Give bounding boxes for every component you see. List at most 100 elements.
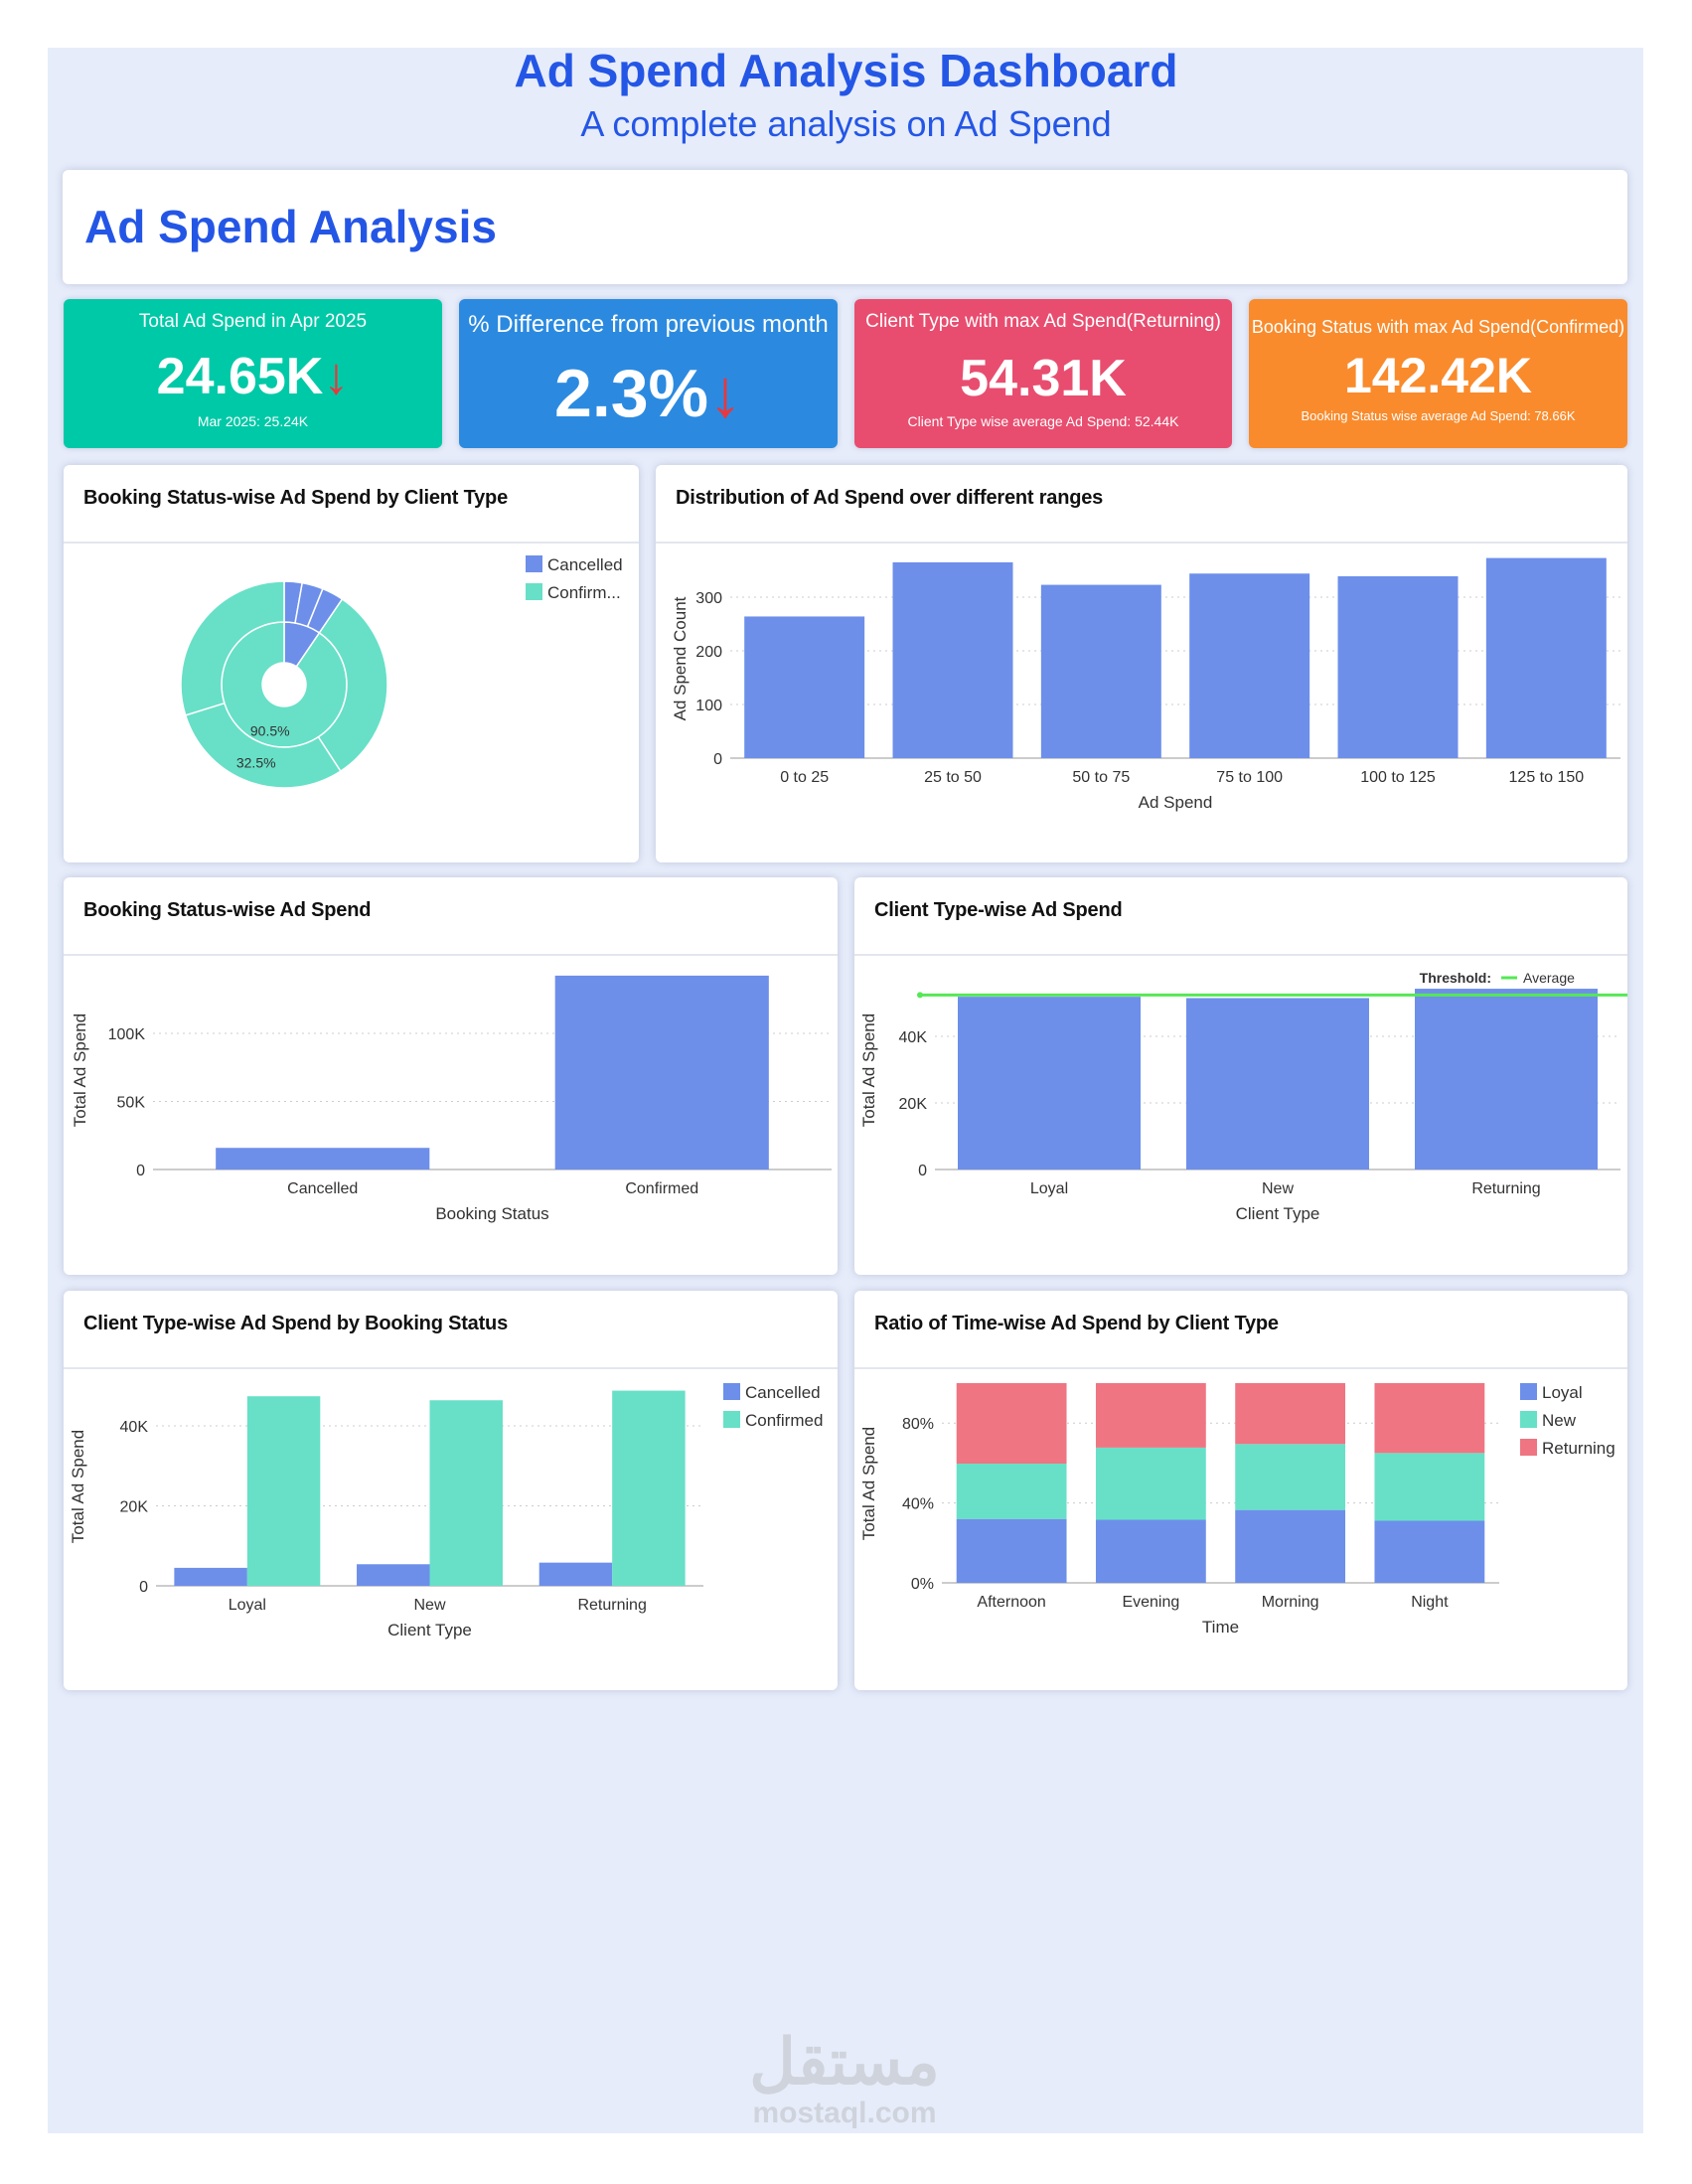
x-tick-label: Returning [1471, 1180, 1540, 1197]
bar [216, 1148, 430, 1170]
chart-card-distribution: 0 100 200 300 0 to 25 25 to 50 50 to 75 75 to 1… [656, 465, 1627, 862]
bar-confirmed [429, 1400, 503, 1586]
divider [854, 1367, 1627, 1369]
y-tick-label: 20K [120, 1499, 149, 1516]
legend-label: Cancelled [745, 1383, 821, 1402]
kpi-booking-status-max: Booking Status with max Ad Spend(Confirm… [1249, 299, 1627, 448]
y-tick-label: 0 [136, 1163, 145, 1179]
bar [1189, 573, 1310, 758]
bar-cancelled [538, 1562, 613, 1586]
kpi-title: Client Type with max Ad Spend(Returning) [865, 311, 1221, 332]
bar [1337, 575, 1459, 758]
chart-title: Booking Status-wise Ad Spend by Client T… [83, 487, 508, 509]
down-arrow-icon: ↓ [708, 356, 742, 431]
down-arrow-icon: ↓ [323, 348, 350, 405]
stacked-bar-chart: 0% 40% 80% Afternoon Evening Morning Night Time… [859, 1383, 1615, 1637]
threshold-legend-label: Threshold: [1420, 970, 1491, 986]
bar-segment-returning [956, 1383, 1067, 1465]
bar [744, 616, 865, 758]
legend-swatch [526, 583, 542, 600]
x-axis-title: Booking Status [435, 1204, 548, 1223]
kpi-subtext: Client Type wise average Ad Spend: 52.44… [907, 413, 1179, 429]
kpi-title: Total Ad Spend in Apr 2025 [138, 311, 368, 332]
x-tick-label: 125 to 150 [1509, 769, 1585, 786]
kpi-subtext: Mar 2025: 25.24K [197, 413, 309, 429]
y-tick-label: 300 [695, 590, 722, 607]
bar-confirmed [246, 1396, 321, 1586]
y-tick-label: 40% [902, 1496, 934, 1513]
divider [656, 542, 1627, 544]
slice-label: 90.5% [250, 722, 290, 738]
y-tick-label: 200 [695, 644, 722, 661]
legend-label: Confirm... [547, 583, 621, 602]
bar [958, 997, 1141, 1170]
kpi-value: 142.42K [1343, 348, 1533, 403]
kpi-percent-difference: % Difference from previous month 2.3%↓ [459, 299, 838, 448]
x-tick-label: Returning [577, 1597, 646, 1614]
x-tick-label: 75 to 100 [1216, 769, 1283, 786]
x-tick-label: Morning [1262, 1594, 1319, 1611]
watermark-arabic: مستقل [749, 2026, 940, 2098]
y-axis-title: Ad Spend Count [671, 596, 690, 720]
bar [1485, 557, 1607, 758]
y-axis-title: Total Ad Spend [69, 1430, 87, 1543]
y-tick-label: 40K [120, 1419, 149, 1436]
kpi-total-ad-spend: Total Ad Spend in Apr 2025 24.65K↓ Mar 2… [64, 299, 442, 448]
x-axis-title: Client Type [1236, 1204, 1320, 1223]
y-tick-label: 100K [108, 1026, 146, 1043]
bar [554, 975, 769, 1170]
slice-label: 32.5% [236, 755, 276, 771]
divider [64, 542, 639, 544]
bar-segment-loyal [1235, 1509, 1346, 1583]
bar [1186, 998, 1369, 1170]
x-axis-title: Client Type [387, 1621, 472, 1639]
x-tick-label: Afternoon [977, 1594, 1045, 1611]
divider [854, 954, 1627, 956]
legend-swatch [526, 555, 542, 572]
x-tick-label: 100 to 125 [1360, 769, 1436, 786]
x-tick-label: New [1262, 1180, 1294, 1197]
chart-title: Ratio of Time-wise Ad Spend by Client Ty… [874, 1313, 1279, 1334]
x-tick-label: Loyal [1030, 1180, 1068, 1197]
y-tick-label: 0 [713, 751, 722, 768]
kpi-subtext: Booking Status wise average Ad Spend: 78… [1301, 408, 1576, 423]
y-axis-title: Total Ad Spend [859, 1014, 878, 1127]
legend-swatch [1520, 1439, 1537, 1456]
bar-segment-loyal [1095, 1519, 1206, 1583]
legend-swatch [1520, 1383, 1537, 1400]
kpi-client-type-max: Client Type with max Ad Spend(Returning)… [854, 299, 1232, 448]
legend-swatch [723, 1411, 740, 1428]
kpi-value: 2.3% [554, 356, 708, 431]
y-axis-title: Total Ad Spend [859, 1427, 878, 1540]
outer-slice [184, 702, 342, 789]
x-tick-label: New [413, 1597, 445, 1614]
divider [64, 1367, 838, 1369]
bar-segment-returning [1374, 1383, 1485, 1454]
chart-card-client-type: 0 20K 40K Loyal New Returning Client Type Total… [854, 877, 1627, 1275]
bar-segment-returning [1095, 1383, 1206, 1448]
bar [1040, 584, 1161, 758]
section-header-card: Ad Spend Analysis [63, 170, 1627, 284]
legend-label: Loyal [1542, 1383, 1583, 1402]
y-tick-label: 0% [911, 1576, 934, 1593]
kpi-value: 54.31K [960, 350, 1127, 407]
threshold-legend-name: Average [1523, 970, 1575, 986]
x-tick-label: 25 to 50 [924, 769, 982, 786]
bar-segment-new [1374, 1453, 1485, 1521]
bar [892, 561, 1013, 758]
x-tick-label: Night [1411, 1594, 1449, 1611]
x-tick-label: Loyal [229, 1597, 266, 1614]
bar-segment-loyal [956, 1518, 1067, 1583]
bar-segment-new [1095, 1447, 1206, 1520]
outer-slice [180, 580, 285, 716]
x-tick-label: Cancelled [287, 1180, 358, 1197]
chart-title: Client Type-wise Ad Spend by Booking Sta… [83, 1313, 508, 1334]
chart-card-client-by-booking: 0 20K 40K Loyal New Returning Client Type Total… [64, 1291, 838, 1690]
bar-cancelled [174, 1567, 247, 1586]
y-tick-label: 80% [902, 1416, 934, 1433]
threshold-marker [917, 992, 923, 999]
legend-label: Returning [1542, 1439, 1615, 1458]
bar [1415, 989, 1598, 1170]
legend-label: New [1542, 1411, 1577, 1430]
y-tick-label: 100 [695, 698, 722, 714]
